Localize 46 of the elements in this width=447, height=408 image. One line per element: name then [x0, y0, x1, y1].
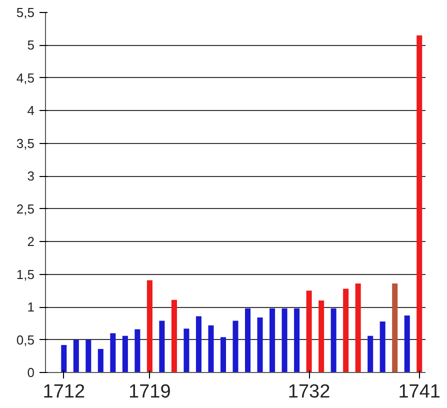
bar [368, 336, 374, 372]
bar [159, 320, 165, 372]
x-tick-label: 1741 [398, 382, 441, 402]
bar [355, 283, 361, 372]
bar [257, 318, 263, 372]
bar [86, 340, 92, 372]
bar [98, 348, 104, 372]
y-tick-label: 5 [27, 38, 35, 53]
bar [392, 283, 398, 372]
y-tick-label: 2,5 [16, 201, 35, 216]
x-tick-label: 1719 [128, 382, 171, 402]
bar [146, 280, 152, 372]
bar [404, 316, 410, 372]
y-tick-label: 5,5 [16, 5, 35, 20]
bar [343, 288, 349, 372]
y-tick-label: 0,5 [16, 332, 35, 348]
bar [110, 333, 116, 372]
y-tick-label: 3,5 [16, 136, 35, 151]
bar [134, 329, 140, 372]
bar [220, 337, 226, 372]
bar [232, 320, 238, 372]
bar [318, 300, 324, 372]
y-tick-label: 4 [27, 103, 35, 118]
y-tick-label: 1 [27, 300, 35, 315]
y-tick-label: 1,5 [16, 266, 35, 282]
bar [245, 308, 251, 372]
bar [380, 321, 386, 372]
bar [184, 328, 190, 372]
bar [416, 35, 422, 372]
bar [330, 308, 336, 372]
bar [306, 290, 312, 372]
bar [282, 308, 288, 372]
bar [122, 336, 128, 372]
bar [61, 345, 67, 372]
bar [270, 308, 276, 372]
bar [196, 316, 202, 372]
y-tick-label: 4,5 [16, 70, 35, 86]
bar [171, 300, 177, 372]
bar [294, 308, 300, 372]
bar [208, 325, 214, 372]
y-tick-label: 2 [27, 234, 35, 250]
y-tick-label: 3 [27, 168, 35, 184]
y-tick-label: 0 [27, 365, 35, 380]
x-tick-label: 1712 [42, 382, 86, 402]
bar [73, 340, 79, 372]
x-tick-label: 1732 [288, 382, 330, 402]
